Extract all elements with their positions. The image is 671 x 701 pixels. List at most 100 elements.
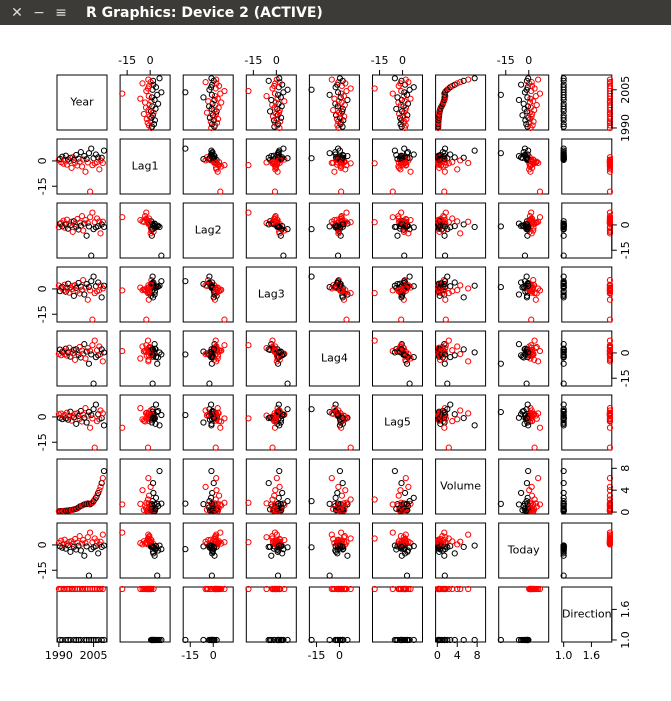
point — [525, 467, 532, 475]
point — [333, 115, 341, 123]
point — [397, 166, 404, 173]
minimize-button[interactable]: − — [33, 4, 45, 21]
point — [82, 585, 89, 593]
point — [145, 76, 152, 83]
point — [405, 585, 412, 593]
point — [606, 296, 614, 303]
point — [441, 232, 448, 239]
point — [268, 96, 275, 104]
point — [442, 415, 449, 422]
right-tick-label: 2005 — [619, 76, 632, 104]
point — [265, 415, 272, 422]
point — [606, 410, 614, 417]
point — [393, 546, 400, 553]
point — [606, 82, 614, 90]
point — [145, 531, 152, 538]
point — [343, 499, 350, 506]
point — [139, 287, 146, 294]
point — [212, 444, 219, 451]
point — [265, 636, 272, 644]
point — [441, 411, 449, 419]
close-button[interactable]: ✕ — [11, 4, 23, 21]
point — [528, 316, 535, 323]
point — [560, 279, 567, 286]
panel-frame — [561, 74, 613, 131]
point — [100, 422, 108, 429]
point — [371, 85, 378, 92]
point — [401, 145, 408, 152]
point — [524, 84, 531, 91]
panel-frame — [182, 522, 234, 579]
point — [152, 494, 160, 501]
point — [277, 501, 284, 508]
point — [269, 337, 276, 344]
point — [447, 283, 454, 290]
point — [155, 100, 162, 107]
panel-frame — [435, 330, 487, 387]
point — [149, 221, 157, 228]
point — [404, 149, 412, 156]
point — [143, 499, 150, 506]
point — [59, 544, 66, 551]
point — [206, 380, 213, 387]
point — [410, 283, 417, 290]
point — [528, 282, 535, 289]
point — [139, 541, 146, 548]
point — [391, 282, 398, 289]
panel-frame — [561, 202, 613, 259]
point — [517, 352, 525, 359]
point — [271, 90, 279, 97]
point — [210, 154, 217, 161]
point — [336, 467, 344, 475]
point — [276, 538, 283, 545]
point — [88, 252, 95, 259]
menu-button[interactable]: ≡ — [55, 4, 67, 21]
point — [441, 287, 448, 294]
point — [517, 411, 525, 418]
point — [137, 405, 144, 412]
point — [457, 407, 464, 414]
point — [200, 636, 207, 644]
point — [155, 407, 162, 415]
point — [221, 316, 228, 323]
point — [207, 118, 214, 125]
point — [60, 160, 67, 167]
point — [99, 585, 106, 593]
point — [515, 341, 523, 348]
point — [213, 410, 220, 417]
point — [332, 494, 339, 501]
point — [335, 230, 342, 237]
point — [284, 380, 291, 387]
point — [406, 636, 413, 644]
point — [523, 346, 531, 353]
point — [606, 157, 614, 164]
point — [210, 479, 217, 487]
point — [525, 282, 532, 289]
left-tick-label: -15 — [36, 433, 49, 451]
point — [560, 84, 567, 91]
point — [328, 159, 335, 167]
point — [81, 291, 88, 298]
point — [451, 352, 458, 359]
point — [158, 89, 165, 96]
point — [535, 358, 542, 365]
point — [398, 636, 405, 644]
point — [100, 147, 108, 154]
point — [209, 411, 216, 418]
point — [606, 343, 614, 350]
point — [407, 95, 414, 102]
point — [65, 636, 72, 644]
point — [338, 288, 346, 295]
point — [90, 380, 97, 387]
point — [441, 341, 448, 348]
point — [73, 420, 80, 427]
right-tick-label: 8 — [619, 465, 632, 472]
point — [457, 585, 464, 593]
point — [457, 230, 464, 237]
point — [442, 209, 449, 216]
point — [442, 344, 449, 352]
point — [158, 252, 165, 259]
right-tick-label: 0 — [619, 349, 632, 356]
point — [515, 96, 523, 104]
point — [158, 411, 165, 419]
